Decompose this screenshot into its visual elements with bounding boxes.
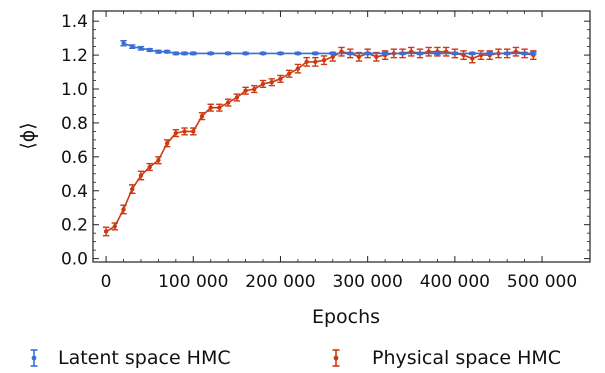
data-point [156, 158, 161, 163]
data-point [330, 51, 335, 56]
x-tick-labels: 0 100 000 200 000 300 000 400 000 500 000 [101, 272, 578, 292]
data-point [313, 59, 318, 65]
y-tick-label: 1.0 [61, 80, 88, 100]
plot-frame [92, 10, 591, 263]
data-point [130, 186, 135, 192]
y-tick-labels: 0.0 0.2 0.4 0.6 0.8 1.0 1.2 1.4 [61, 12, 88, 269]
legend-marker-physical [332, 349, 340, 367]
data-point [199, 113, 205, 119]
y-tick-label: 0.0 [61, 250, 88, 270]
data-point [304, 59, 309, 65]
data-point [191, 51, 196, 56]
data-point [217, 105, 222, 110]
data-point [243, 88, 248, 93]
data-point [382, 51, 388, 56]
data-point [147, 47, 152, 53]
data-point [470, 56, 475, 61]
x-tick-label: 500 000 [507, 272, 577, 292]
data-point [365, 51, 370, 56]
data-point [147, 164, 152, 170]
y-tick-label: 0.6 [61, 148, 88, 168]
data-point [112, 224, 117, 229]
data-point [225, 100, 231, 105]
data-point [164, 49, 170, 54]
data-point [504, 51, 510, 56]
data-point [531, 51, 536, 56]
data-point [522, 51, 527, 56]
x-tick-label: 200 000 [245, 272, 315, 292]
data-point [470, 51, 475, 56]
data-point [156, 49, 161, 54]
data-point [269, 80, 274, 85]
x-tick-label: 300 000 [333, 272, 403, 292]
data-point [121, 207, 126, 212]
data-point [348, 51, 353, 56]
data-point [252, 86, 257, 92]
data-point [182, 129, 187, 134]
data-point [243, 51, 248, 56]
data-point [138, 173, 144, 178]
data-point [286, 71, 292, 76]
x-axis-ticks [105, 11, 543, 262]
x-tick-label: 100 000 [158, 272, 228, 292]
data-point [208, 51, 213, 56]
data-point [435, 51, 440, 56]
data-point [121, 41, 126, 46]
data-point [400, 51, 405, 56]
data-point [487, 51, 492, 56]
data-point [321, 57, 327, 63]
data-point [208, 105, 213, 110]
data-point [278, 76, 283, 82]
series-layer [102, 39, 537, 237]
data-point [295, 66, 301, 71]
y-axis-title: ⟨ϕ⟩ [17, 122, 39, 149]
series-0 [120, 39, 537, 56]
data-point [417, 51, 423, 56]
legend-label-latent: Latent space HMC [58, 347, 231, 369]
series-1 [102, 46, 537, 237]
data-point [191, 129, 196, 134]
data-point [330, 54, 335, 59]
data-point [278, 51, 283, 56]
legend-label-physical: Physical space HMC [372, 347, 561, 369]
data-point [173, 51, 179, 56]
data-point [295, 51, 301, 56]
y-tick-label: 1.4 [61, 12, 88, 32]
data-point [130, 44, 135, 49]
data-point [356, 54, 362, 59]
y-tick-label: 0.4 [61, 182, 88, 202]
data-point [103, 229, 109, 234]
x-tick-label: 0 [101, 272, 112, 292]
legend-marker-latent [30, 349, 38, 367]
data-point [138, 46, 144, 51]
data-point [452, 51, 458, 56]
data-point [260, 51, 266, 56]
data-point [374, 54, 379, 59]
y-tick-label: 1.2 [61, 46, 88, 66]
data-point [164, 141, 170, 146]
data-point [182, 51, 187, 56]
data-point [225, 51, 231, 56]
data-point [234, 95, 240, 100]
data-point [173, 130, 179, 136]
data-point [313, 51, 318, 56]
y-tick-label: 0.2 [61, 216, 88, 236]
y-tick-label: 0.8 [61, 114, 88, 134]
data-point [260, 81, 266, 87]
x-axis-title: Epochs [312, 306, 380, 328]
x-tick-label: 400 000 [420, 272, 490, 292]
legend: Latent space HMC Physical space HMC [30, 347, 561, 369]
